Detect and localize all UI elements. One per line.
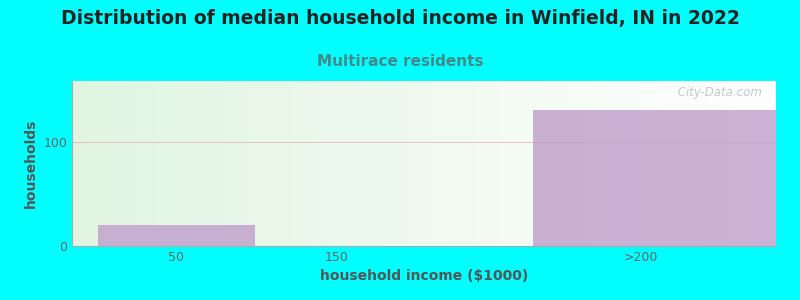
Y-axis label: households: households: [24, 119, 38, 208]
Text: City-Data.com: City-Data.com: [674, 86, 762, 99]
Text: Multirace residents: Multirace residents: [317, 54, 483, 69]
Bar: [533, 110, 776, 246]
Bar: [98, 225, 254, 246]
X-axis label: household income ($1000): household income ($1000): [320, 269, 528, 284]
Text: Distribution of median household income in Winfield, IN in 2022: Distribution of median household income …: [61, 9, 739, 28]
